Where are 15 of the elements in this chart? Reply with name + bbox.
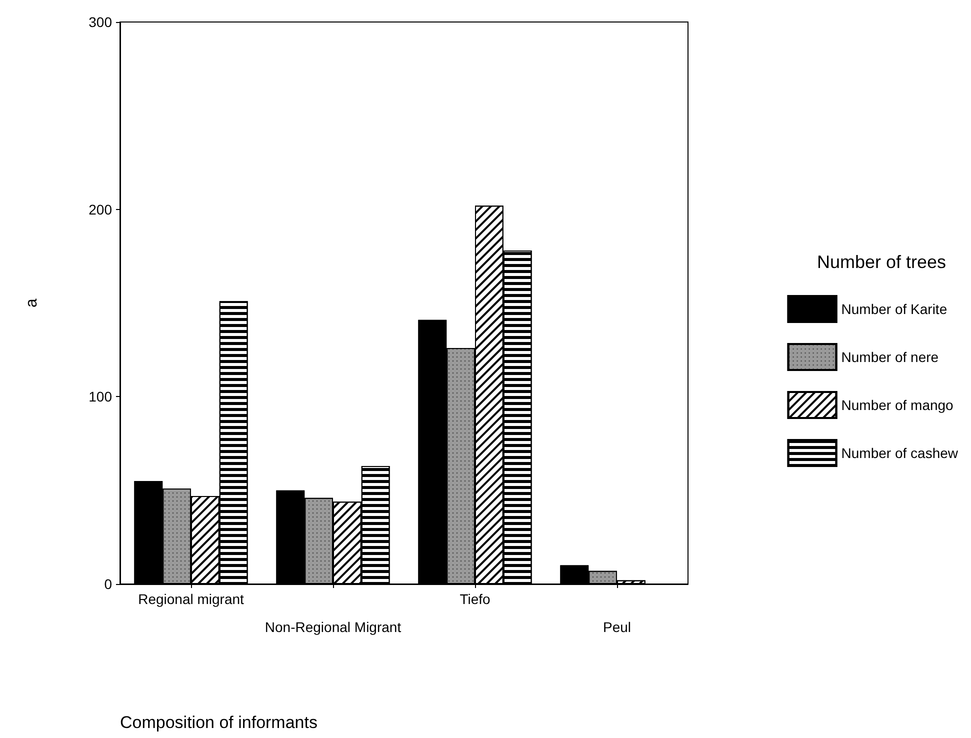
legend-title: Number of trees (816, 252, 946, 272)
x-tick-label: Peul (602, 619, 632, 635)
y-tick-label: 200 (88, 201, 112, 218)
legend-label: Number of cashew (841, 445, 959, 461)
x-axis-title: Composition of informants (120, 713, 318, 732)
x-tick-label: Regional migrant (138, 591, 244, 607)
legend-label: Number of Karite (841, 301, 948, 317)
y-tick-label: 0 (104, 576, 112, 592)
x-tick-label: Non-Regional Migrant (264, 619, 402, 635)
x-tick-label: Tiefo (460, 591, 491, 607)
legend-label: Number of mango (841, 397, 954, 413)
legend-label: Number of nere (841, 349, 939, 365)
y-tick-label: 300 (88, 14, 112, 30)
y-axis-title: a (24, 298, 40, 308)
y-tick-label: 100 (88, 388, 112, 405)
